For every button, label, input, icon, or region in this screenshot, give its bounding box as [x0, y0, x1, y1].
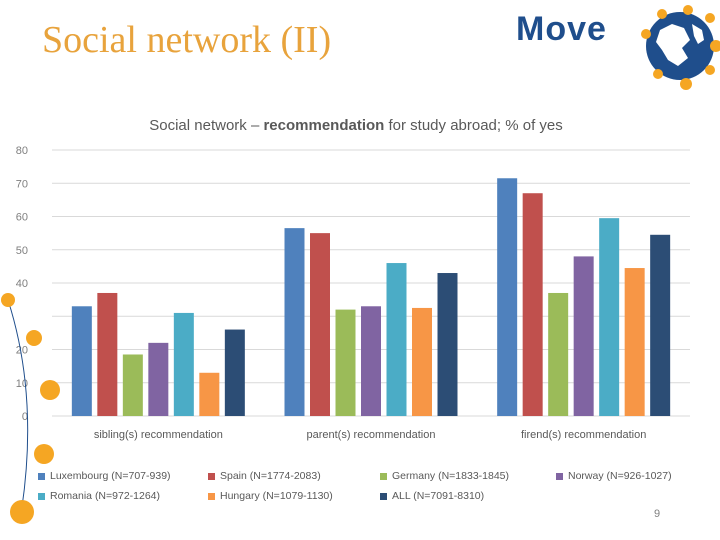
- bar-2-4: [361, 306, 381, 416]
- bar-2-3: [335, 309, 356, 416]
- bar-1-5: [173, 312, 194, 416]
- y-tick-label: 80: [16, 145, 28, 157]
- legend-item: Norway (N=926-1027): [556, 470, 672, 482]
- slide-title: Social network (II): [42, 19, 332, 61]
- bar-2-6: [412, 307, 432, 416]
- bar-3-2: [522, 193, 543, 416]
- bar-1-4: [148, 342, 169, 416]
- chart-title-prefix: Social network –: [149, 117, 263, 134]
- page-number: 9: [654, 508, 661, 520]
- legend-item: Romania (N=972-1264): [38, 490, 160, 502]
- legend-label: Romania (N=972-1264): [50, 490, 161, 502]
- legend-swatch: [38, 492, 45, 500]
- bar-1-3: [122, 354, 143, 416]
- logo-text: Move: [516, 10, 607, 48]
- y-tick-label: 60: [16, 212, 28, 224]
- bar-3-3: [548, 292, 569, 416]
- decorative-dots: [1, 293, 60, 524]
- bar-3-7: [650, 234, 671, 416]
- legend-swatch: [38, 472, 45, 480]
- legend-label: Germany (N=1833-1845): [392, 470, 510, 482]
- y-tick-label: 40: [16, 278, 28, 290]
- globe-icon: [641, 5, 720, 90]
- legend-swatch: [380, 472, 387, 480]
- legend-item: Luxembourg (N=707-939): [38, 470, 171, 482]
- bar-chart: Social network – recommendation for stud…: [16, 117, 690, 441]
- legend-item: Germany (N=1833-1845): [380, 470, 509, 482]
- legend-swatch: [380, 492, 387, 500]
- x-category-label: sibling(s) recommendation: [94, 429, 223, 441]
- bar-3-1: [497, 178, 518, 416]
- y-tick-label: 20: [16, 345, 28, 357]
- chart-title: Social network – recommendation for stud…: [149, 117, 563, 134]
- legend-swatch: [208, 492, 215, 500]
- bar-1-1: [71, 306, 92, 416]
- y-tick-label: 0: [22, 411, 28, 423]
- bar-1-6: [199, 372, 220, 416]
- legend-label: Spain (N=1774-2083): [220, 470, 321, 482]
- legend-swatch: [208, 472, 215, 480]
- legend-item: Hungary (N=1079-1130): [208, 490, 333, 502]
- chart-title-bold: recommendation: [263, 117, 384, 134]
- bar-1-2: [97, 292, 118, 416]
- bar-1-7: [224, 329, 245, 416]
- bar-2-5: [386, 263, 407, 416]
- bar-2-2: [310, 233, 330, 416]
- move-logo: Move: [512, 0, 720, 92]
- legend-item: Spain (N=1774-2083): [208, 470, 321, 482]
- legend-item: ALL (N=7091-8310): [380, 490, 484, 502]
- x-category-label: parent(s) recommendation: [306, 429, 435, 441]
- chart-title-suffix: for study abroad; % of yes: [384, 117, 562, 134]
- y-tick-label: 50: [16, 245, 28, 257]
- bar-3-4: [573, 256, 594, 416]
- y-tick-label: 70: [16, 178, 28, 190]
- legend-label: ALL (N=7091-8310): [392, 490, 485, 502]
- legend-label: Hungary (N=1079-1130): [220, 490, 333, 502]
- legend-label: Luxembourg (N=707-939): [50, 470, 171, 482]
- legend-label: Norway (N=926-1027): [568, 470, 672, 482]
- legend-swatch: [556, 472, 563, 480]
- bar-3-6: [624, 268, 645, 416]
- bar-3-5: [599, 218, 620, 416]
- bar-2-7: [437, 273, 458, 416]
- x-category-label: firend(s) recommendation: [521, 429, 646, 441]
- bar-2-1: [284, 228, 305, 416]
